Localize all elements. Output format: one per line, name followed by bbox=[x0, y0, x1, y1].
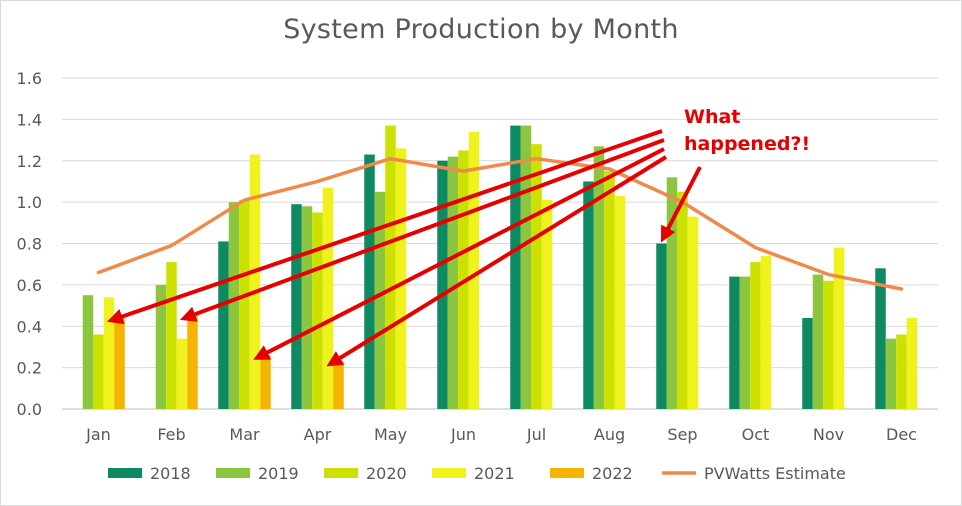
annotation-text: What happened?! bbox=[684, 106, 810, 155]
bar-2022-Apr bbox=[333, 361, 344, 409]
bar-2021-Nov bbox=[833, 247, 845, 409]
pvwatts-line bbox=[96, 156, 904, 291]
bar-2019-Apr bbox=[301, 206, 313, 409]
bar-2021-Mar bbox=[249, 154, 261, 409]
annotation-line: happened?! bbox=[684, 133, 810, 155]
legend-swatch-2019 bbox=[216, 468, 250, 478]
x-tick-label: Jan bbox=[85, 425, 111, 444]
bar-2020-Feb bbox=[166, 262, 177, 409]
x-tick-label: Aug bbox=[594, 425, 625, 444]
x-tick-label: Nov bbox=[813, 425, 844, 444]
bar-2020-Jul bbox=[531, 144, 542, 409]
x-tick-label: Dec bbox=[886, 425, 917, 444]
bar-2021-Sep bbox=[687, 216, 699, 409]
y-tick-label: 0.6 bbox=[17, 276, 42, 295]
bar-2021-Oct bbox=[760, 255, 772, 409]
annotation-arrow-Feb bbox=[180, 138, 665, 322]
x-tick-label: Sep bbox=[667, 425, 697, 444]
annotation-arrow-Apr bbox=[326, 155, 668, 367]
bar-2022-Feb bbox=[187, 315, 198, 409]
line-PVWatts Estimate bbox=[96, 156, 904, 291]
y-tick-label: 0.2 bbox=[17, 359, 42, 378]
bar-2019-Dec bbox=[885, 338, 897, 409]
x-tick-label: Oct bbox=[742, 425, 770, 444]
legend-label-2018: 2018 bbox=[150, 464, 191, 483]
bar-2018-Jun bbox=[437, 160, 448, 409]
chart-title: System Production by Month bbox=[283, 14, 679, 45]
legend: 2018 2019 2020 2021 2022 PVWatts Estimate bbox=[108, 464, 846, 483]
bar-2018-Nov bbox=[802, 317, 813, 409]
x-tick-label: Mar bbox=[229, 425, 260, 444]
legend-swatch-2022 bbox=[550, 468, 584, 478]
bar-2021-Jan bbox=[103, 297, 115, 409]
bar-2019-Jun bbox=[447, 156, 459, 409]
bar-2020-Dec bbox=[896, 334, 907, 409]
annotation-arrows bbox=[106, 129, 702, 367]
y-tick-label: 0.4 bbox=[17, 317, 42, 336]
legend-swatch-2021 bbox=[432, 468, 466, 478]
x-tick-label: Feb bbox=[157, 425, 185, 444]
legend-label-2021: 2021 bbox=[474, 464, 515, 483]
bar-2020-Jan bbox=[93, 334, 104, 409]
bar-2018-May bbox=[364, 154, 375, 409]
bar-2019-Feb bbox=[155, 284, 167, 409]
x-tick-label: May bbox=[374, 425, 407, 444]
legend-label-2019: 2019 bbox=[258, 464, 299, 483]
bar-2020-Nov bbox=[823, 280, 834, 409]
annotation-line: What bbox=[684, 106, 740, 128]
bar-2019-Nov bbox=[812, 274, 824, 409]
y-tick-label: 1.0 bbox=[17, 193, 42, 212]
bar-2019-Mar bbox=[228, 202, 240, 409]
bar-2018-Sep bbox=[656, 243, 667, 409]
y-axis-ticks: 0.0 0.2 0.4 0.6 0.8 1.0 1.2 1.4 1.6 bbox=[17, 69, 42, 419]
annotation-arrow-Mar bbox=[253, 147, 665, 360]
bar-2020-Oct bbox=[750, 262, 761, 409]
bar-2018-Dec bbox=[875, 268, 886, 409]
bar-2021-Apr bbox=[322, 187, 334, 409]
bar-2018-Oct bbox=[729, 276, 740, 409]
x-tick-label: Apr bbox=[304, 425, 332, 444]
legend-label-2020: 2020 bbox=[366, 464, 407, 483]
bar-2018-Jul bbox=[510, 125, 521, 410]
legend-label-PVWatts Estimate: PVWatts Estimate bbox=[704, 464, 846, 483]
y-tick-label: 0.0 bbox=[17, 400, 42, 419]
bar-2020-Aug bbox=[604, 171, 615, 409]
bar-2020-May bbox=[385, 125, 396, 410]
bar-2019-May bbox=[374, 191, 386, 409]
x-tick-label: Jun bbox=[450, 425, 476, 444]
bar-2019-Sep bbox=[666, 177, 678, 409]
bar-2019-Jan bbox=[82, 295, 94, 409]
bar-2020-Mar bbox=[239, 200, 250, 409]
bar-2021-Dec bbox=[906, 317, 918, 409]
bar-2022-Jan bbox=[114, 317, 125, 409]
bar-2020-Sep bbox=[677, 191, 688, 409]
legend-swatch-2018 bbox=[108, 468, 142, 478]
legend-label-2022: 2022 bbox=[592, 464, 633, 483]
bar-2018-Aug bbox=[583, 181, 594, 409]
bar-2021-Jul bbox=[541, 200, 553, 409]
bar-2021-Jun bbox=[468, 131, 480, 409]
bar-2021-Feb bbox=[176, 338, 188, 409]
y-tick-label: 0.8 bbox=[17, 235, 42, 254]
y-tick-label: 1.4 bbox=[17, 110, 42, 129]
y-tick-label: 1.2 bbox=[17, 152, 42, 171]
bar-2019-Jul bbox=[520, 125, 532, 410]
bar-2021-May bbox=[395, 148, 407, 409]
y-tick-label: 1.6 bbox=[17, 69, 42, 88]
bar-2020-Apr bbox=[312, 212, 323, 409]
bar-2019-Oct bbox=[739, 276, 751, 409]
bar-2018-Apr bbox=[291, 204, 302, 409]
bar-2022-Mar bbox=[260, 355, 271, 409]
annotation-arrow-Jan bbox=[106, 129, 663, 325]
x-tick-label: Jul bbox=[526, 425, 546, 444]
bar-2019-Aug bbox=[593, 146, 605, 410]
legend-swatch-2020 bbox=[324, 468, 358, 478]
annotation-arrow-Sep bbox=[660, 166, 702, 243]
bars bbox=[82, 125, 918, 410]
bar-2018-Mar bbox=[218, 241, 229, 409]
x-axis-ticks: Jan Feb Mar Apr May Jun Jul Aug Sep Oct Nov Dec bbox=[85, 425, 917, 444]
bar-2021-Aug bbox=[614, 195, 626, 409]
